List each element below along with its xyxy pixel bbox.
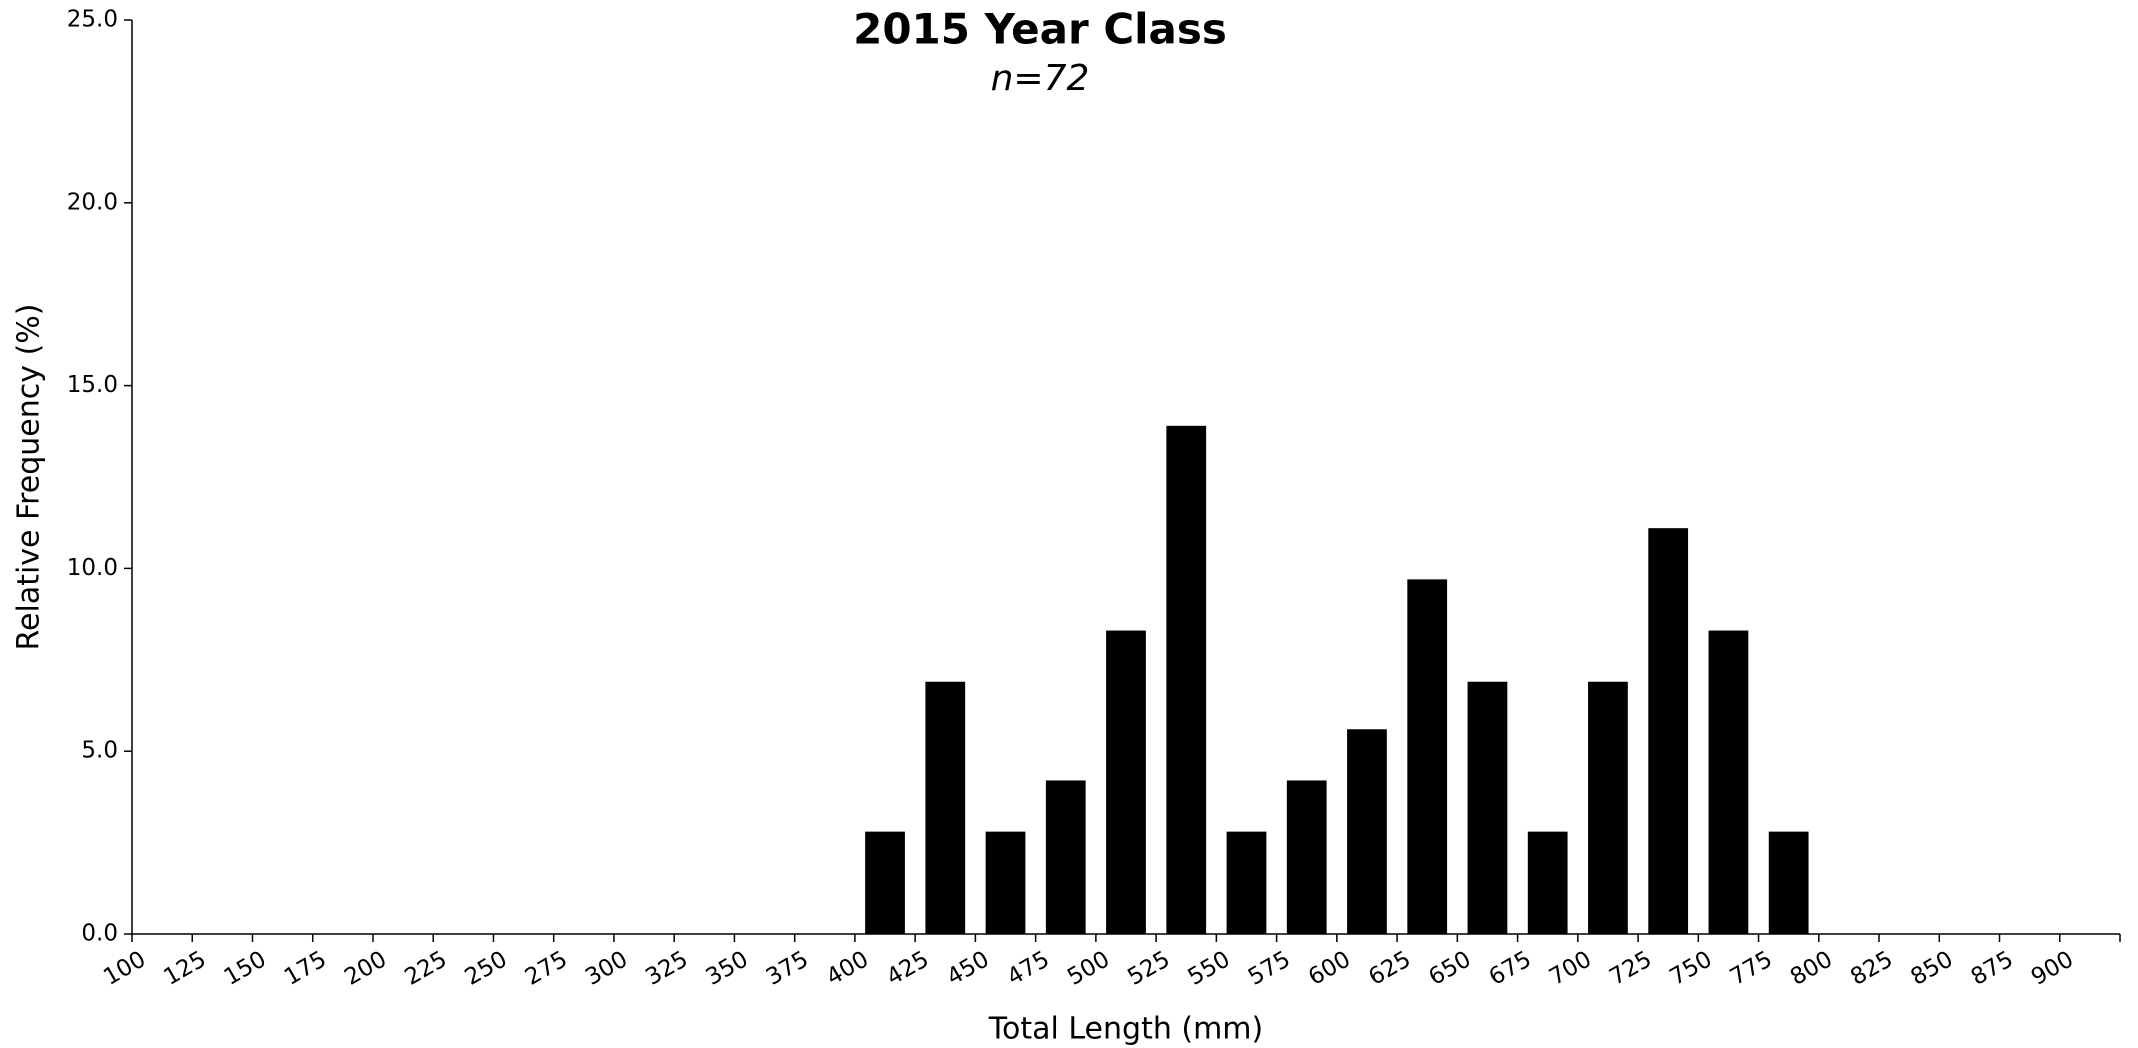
x-tick-label: 625: [1364, 946, 1415, 990]
bar: [1347, 729, 1387, 934]
x-tick-label: 875: [1967, 946, 2018, 990]
bar: [1106, 630, 1146, 934]
x-tick-label: 300: [581, 946, 632, 990]
x-tick-label: 125: [159, 946, 210, 990]
x-tick-label: 275: [521, 946, 572, 990]
x-tick-label: 500: [1063, 946, 1114, 990]
y-tick-label: 25.0: [67, 7, 118, 33]
x-tick-label: 900: [2027, 946, 2078, 990]
y-tick-label: 10.0: [67, 555, 118, 581]
x-tick-label: 100: [99, 946, 150, 990]
bar: [1166, 425, 1207, 934]
x-tick-label: 650: [1425, 946, 1476, 990]
x-tick-label: 450: [943, 946, 994, 990]
x-tick-label: 675: [1485, 946, 1536, 990]
chart-title: 2015 Year Class: [853, 5, 1227, 54]
x-tick-label: 600: [1304, 946, 1355, 990]
y-tick-label: 15.0: [67, 372, 118, 398]
bar: [865, 831, 905, 934]
x-axis-title: Total Length (mm): [988, 1012, 1263, 1047]
y-tick-label: 20.0: [67, 189, 118, 215]
x-tick-label: 250: [461, 946, 512, 990]
x-tick-label: 150: [220, 946, 271, 990]
bar: [1045, 780, 1086, 934]
y-tick-label: 0.0: [81, 921, 118, 947]
y-axis-title: Relative Frequency (%): [12, 304, 47, 651]
chart-subtitle: n=72: [991, 58, 1090, 99]
x-tick-label: 325: [641, 946, 692, 990]
bar: [1648, 528, 1689, 934]
x-tick-label: 800: [1786, 946, 1837, 990]
y-tick-label: 5.0: [81, 738, 118, 764]
bar: [1467, 681, 1508, 934]
bar: [1588, 681, 1628, 934]
x-tick-label: 750: [1666, 946, 1717, 990]
x-tick-label: 525: [1123, 946, 1174, 990]
x-tick-label: 400: [822, 946, 873, 990]
x-tick-label: 550: [1184, 946, 1235, 990]
bar: [1768, 831, 1809, 934]
bar: [1407, 579, 1448, 934]
x-tick-label: 350: [702, 946, 753, 990]
bar: [925, 681, 966, 934]
bar: [1286, 780, 1327, 934]
bar: [1527, 831, 1568, 934]
x-tick-label: 475: [1003, 946, 1054, 990]
x-tick-label: 850: [1906, 946, 1957, 990]
bar: [1708, 630, 1749, 934]
x-tick-label: 575: [1244, 946, 1295, 990]
bar: [1226, 831, 1267, 934]
x-tick-label: 775: [1726, 946, 1777, 990]
bar: [985, 831, 1026, 934]
x-tick-label: 175: [280, 946, 331, 990]
x-tick-label: 425: [882, 946, 933, 990]
x-tick-label: 200: [340, 946, 391, 990]
x-tick-label: 725: [1605, 946, 1656, 990]
x-tick-label: 825: [1846, 946, 1897, 990]
x-tick-label: 225: [400, 946, 451, 990]
x-tick-label: 375: [762, 946, 813, 990]
x-tick-label: 700: [1545, 946, 1596, 990]
